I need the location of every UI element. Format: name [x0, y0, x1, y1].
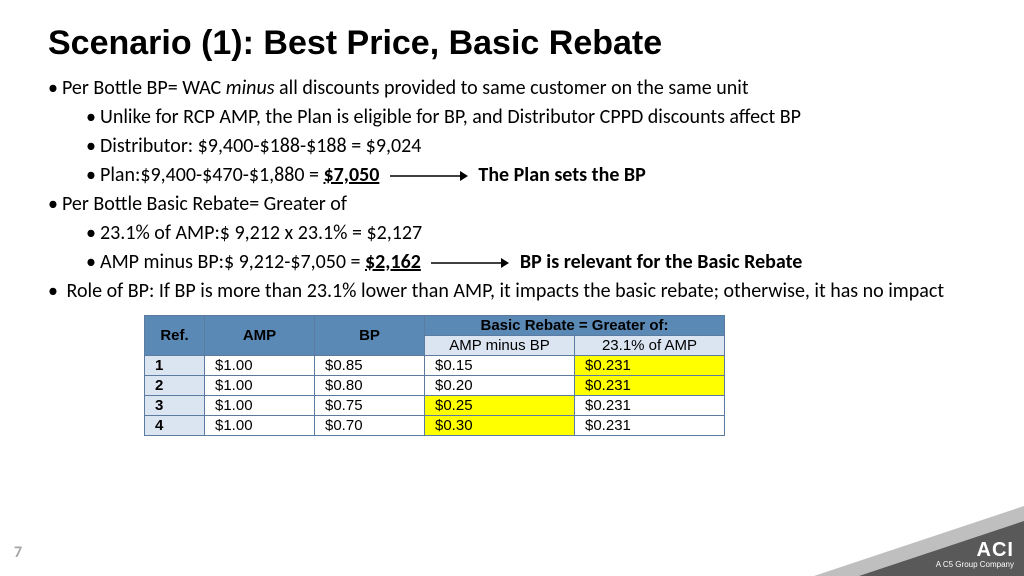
rebate-table: Ref. AMP BP Basic Rebate = Greater of: A… [144, 315, 725, 436]
slide-title: Scenario (1): Best Price, Basic Rebate [48, 24, 976, 63]
cell: $0.15 [425, 356, 575, 376]
cell: $0.231 [575, 396, 725, 416]
table-row: 4$1.00$0.70$0.30$0.231 [145, 416, 725, 436]
logo-tagline: A C5 Group Company [936, 560, 1014, 570]
emph-value: $7,050 [324, 163, 380, 187]
cell: $1.00 [205, 356, 315, 376]
text: Per Bottle BP= WAC [62, 76, 226, 100]
col-minus: AMP minus BP [425, 336, 575, 356]
text: Per Bottle Basic Rebate= Greater of [62, 192, 347, 216]
cell: 2 [145, 376, 205, 396]
cell: $1.00 [205, 376, 315, 396]
logo-text: ACI A C5 Group Company [936, 540, 1014, 570]
bullet-2-1: 23.1% of AMP:$ 9,212 x 23.1% = $2,127 [86, 220, 976, 247]
cell: $0.231 [575, 376, 725, 396]
logo-name: ACI [936, 540, 1014, 560]
cell: 4 [145, 416, 205, 436]
text: AMP minus BP:$ 9,212-$7,050 = [100, 250, 365, 274]
table-row: 1$1.00$0.85$0.15$0.231 [145, 356, 725, 376]
bullet-list: Per Bottle BP= WAC minus all discounts p… [48, 75, 976, 305]
col-amp: AMP [205, 316, 315, 356]
bullet-3: Role of BP: If BP is more than 23.1% low… [48, 278, 976, 305]
text: Plan:$9,400-$470-$1,880 = [100, 163, 324, 187]
cell: $0.70 [315, 416, 425, 436]
table-header-row-1: Ref. AMP BP Basic Rebate = Greater of: [145, 316, 725, 336]
cell: $0.80 [315, 376, 425, 396]
bullet-2-2: AMP minus BP:$ 9,212-$7,050 = $2,162 BP … [86, 249, 976, 276]
arrow-icon [390, 170, 468, 182]
col-ref: Ref. [145, 316, 205, 356]
cell: $0.20 [425, 376, 575, 396]
cell: $0.30 [425, 416, 575, 436]
emph-text: The Plan sets the BP [478, 163, 645, 187]
cell: $0.231 [575, 416, 725, 436]
bullet-2: Per Bottle Basic Rebate= Greater of 23.1… [48, 191, 976, 276]
cell: 3 [145, 396, 205, 416]
text-italic: minus [226, 76, 275, 100]
emph-value: $2,162 [365, 250, 421, 274]
cell: $0.231 [575, 356, 725, 376]
cell: $0.75 [315, 396, 425, 416]
table-wrap: Ref. AMP BP Basic Rebate = Greater of: A… [144, 315, 976, 436]
emph-text: BP is relevant for the Basic Rebate [520, 250, 802, 274]
table-row: 3$1.00$0.75$0.25$0.231 [145, 396, 725, 416]
slide: Scenario (1): Best Price, Basic Rebate P… [0, 0, 1024, 576]
arrow-icon [431, 257, 509, 269]
col-span-rebate: Basic Rebate = Greater of: [425, 316, 725, 336]
col-bp: BP [315, 316, 425, 356]
col-pct: 23.1% of AMP [575, 336, 725, 356]
cell: $1.00 [205, 416, 315, 436]
table-row: 2$1.00$0.80$0.20$0.231 [145, 376, 725, 396]
bullet-1-1: Unlike for RCP AMP, the Plan is eligible… [86, 104, 976, 131]
cell: 1 [145, 356, 205, 376]
bullet-1-2: Distributor: $9,400-$188-$188 = $9,024 [86, 133, 976, 160]
bullet-1: Per Bottle BP= WAC minus all discounts p… [48, 75, 976, 189]
logo: ACI A C5 Group Company [814, 506, 1024, 576]
bullet-1-3: Plan:$9,400-$470-$1,880 = $7,050 The Pla… [86, 162, 976, 189]
cell: $0.85 [315, 356, 425, 376]
cell: $1.00 [205, 396, 315, 416]
cell: $0.25 [425, 396, 575, 416]
page-number: 7 [14, 543, 22, 562]
table-body: 1$1.00$0.85$0.15$0.2312$1.00$0.80$0.20$0… [145, 356, 725, 436]
text: all discounts provided to same customer … [275, 76, 749, 100]
